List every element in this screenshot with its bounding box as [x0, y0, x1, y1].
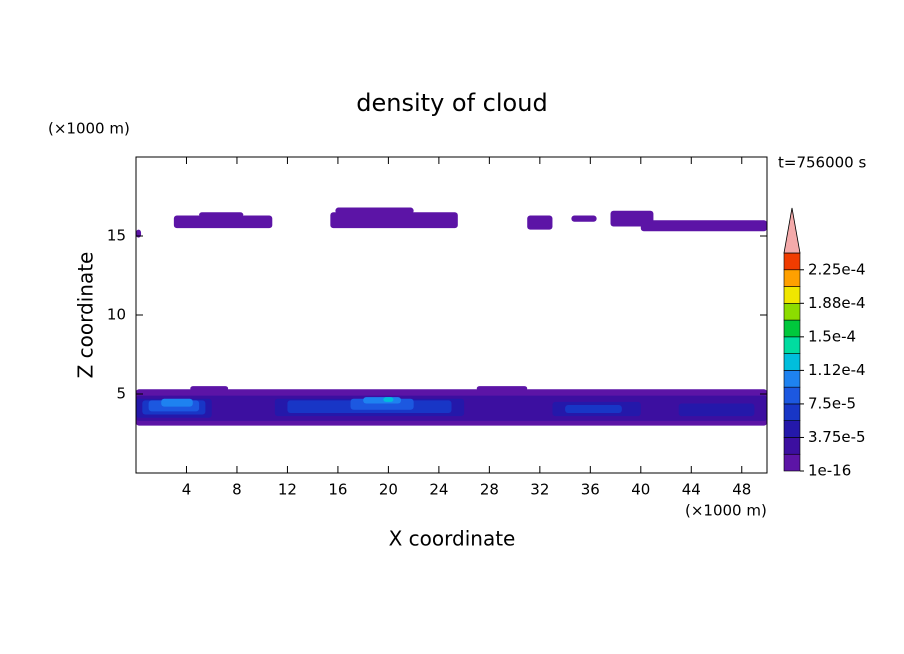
x-tick-label: 40: [631, 481, 650, 499]
colorbar-band: [783, 420, 801, 438]
x-unit: (×1000 m): [685, 502, 767, 520]
colorbar-band: [783, 252, 801, 271]
contour-cell: [383, 397, 394, 402]
x-tick-label: 24: [429, 481, 448, 499]
x-tick-label: 48: [732, 481, 751, 499]
colorbar-band: [783, 269, 801, 287]
contour-cell: [190, 386, 229, 391]
contour-cell: [161, 398, 193, 407]
x-tick-label: 36: [581, 481, 600, 499]
x-tick-label: 20: [379, 481, 398, 499]
contour-cell: [476, 386, 528, 391]
x-tick-label: 4: [182, 481, 192, 499]
colorbar-band: [783, 437, 801, 455]
colorbar-band: [783, 353, 801, 371]
colorbar-band: [783, 370, 801, 388]
contour-cell: [330, 212, 458, 229]
y-unit: (×1000 m): [48, 120, 130, 138]
y-axis-label: Z coordinate: [74, 252, 98, 379]
x-tick-label: 8: [232, 481, 242, 499]
colorbar-band: [783, 319, 801, 338]
colorbar-band: [783, 336, 801, 354]
x-tick-label: 32: [530, 481, 549, 499]
colorbar-extend: [783, 207, 801, 254]
contour-cell: [199, 212, 244, 218]
x-tick-label: 12: [278, 481, 297, 499]
y-tick-label: 10: [107, 306, 126, 324]
colorbar-tick-label: 1e-16: [808, 462, 851, 480]
colorbar-tick-label: 1.12e-4: [808, 361, 866, 379]
colorbar-band: [783, 303, 801, 321]
colorbar-band: [783, 286, 801, 304]
contour-cell: [527, 215, 553, 230]
colorbar-band: [783, 386, 801, 405]
colorbar-band: [783, 403, 801, 421]
time-label: t=756000 s: [778, 154, 866, 172]
x-tick-label: 28: [480, 481, 499, 499]
contour-cell: [565, 405, 622, 413]
colorbar-tick-label: 2.25e-4: [808, 260, 866, 278]
contour-cell: [571, 215, 597, 222]
x-tick-label: 16: [328, 481, 347, 499]
contour-cell: [678, 403, 755, 417]
chart-title: density of cloud: [356, 89, 547, 117]
contour-cell: [335, 207, 414, 214]
colorbar-band: [783, 453, 801, 472]
colorbar-tick-label: 1.88e-4: [808, 294, 866, 312]
contour-cell: [173, 215, 273, 229]
x-axis-label: X coordinate: [389, 527, 516, 551]
x-tick-label: 44: [682, 481, 701, 499]
contour-cell: [640, 220, 767, 232]
y-tick-label: 5: [116, 385, 126, 403]
colorbar-tick-label: 7.5e-5: [808, 394, 856, 412]
contour-cell: [363, 397, 402, 404]
colorbar-tick-label: 3.75e-5: [808, 428, 866, 446]
colorbar-tick-label: 1.5e-4: [808, 327, 856, 345]
y-tick-label: 15: [107, 227, 126, 245]
